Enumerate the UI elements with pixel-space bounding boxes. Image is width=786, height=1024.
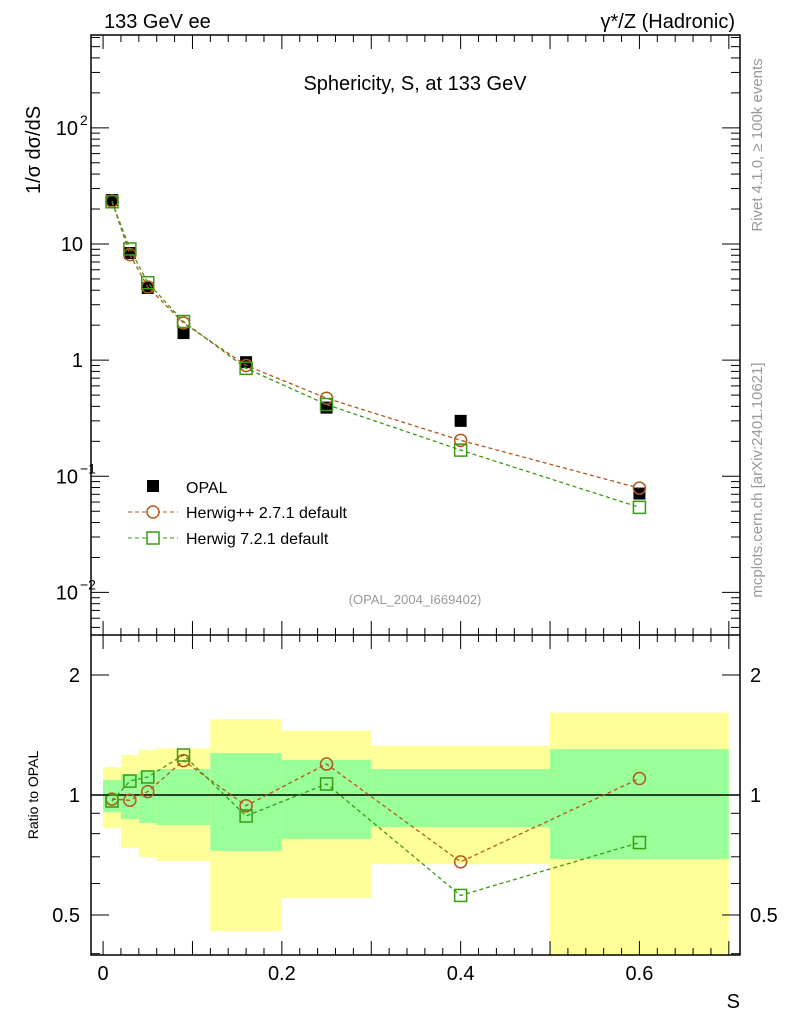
ratio-herwigpp-point — [632, 771, 647, 786]
uncertainty-band-inner — [281, 760, 372, 839]
herwigpp-point — [453, 433, 468, 448]
ratio-herwig7-line — [111, 754, 640, 897]
y-axis-label: 1/σ dσ/dS — [23, 106, 45, 194]
herwig7-point — [141, 275, 155, 290]
opal-point — [106, 194, 119, 207]
legend-label-herwig7: Herwig 7.2.1 default — [186, 531, 329, 548]
ratio-y-axis-label: Ratio to OPAL — [25, 751, 41, 840]
uncertainty-band-inner — [156, 769, 211, 826]
ratio-herwigpp-point — [453, 855, 468, 869]
ratio-y-tick-label: 1 — [69, 785, 80, 807]
y-tick-exponent: −1 — [80, 460, 96, 476]
herwig7-point — [105, 195, 119, 209]
header-right: γ*/Z (Hadronic) — [601, 11, 735, 33]
ratio-y-tick-label: 2 — [69, 665, 80, 687]
uncertainty-band-inner — [120, 774, 139, 819]
herwig7-point — [123, 242, 137, 256]
header-left: 133 GeV ee — [104, 11, 211, 33]
legend: OPAL Herwig++ 2.7.1 default Herwig 7.2.1… — [128, 480, 348, 548]
ratio-y-tick-label-right: 0.5 — [750, 905, 778, 927]
ratio-herwigpp-point — [319, 757, 334, 771]
chart-title: Sphericity, S, at 133 GeV — [303, 73, 527, 95]
uncertainty-band-inner — [103, 780, 121, 813]
y-tick-label: 10 — [61, 234, 83, 256]
y-tick-label: 10 — [56, 118, 78, 140]
herwig7-point — [632, 500, 647, 515]
herwig7-line — [111, 201, 640, 508]
rivet-label: Rivet 4.1.0, ≥ 100k events — [749, 58, 766, 231]
legend-marker-herwigpp — [146, 505, 160, 519]
ratio-y-tick-label-right: 2 — [750, 665, 761, 687]
uncertainty-band-inner — [371, 769, 551, 828]
analysis-annotation: (OPAL_2004_I669402) — [349, 592, 482, 607]
ratio-herwig7-point — [239, 809, 253, 823]
uncertainty-band-inner — [210, 753, 282, 851]
x-tick-label: 0.2 — [268, 963, 296, 985]
ratio-herwig7-point — [176, 748, 191, 762]
x-axis-label: S — [727, 991, 740, 1013]
uncertainty-band-inner — [550, 749, 729, 860]
opal-point — [177, 327, 190, 340]
ratio-herwig7-point — [105, 794, 119, 808]
ratio-y-tick-label-right: 1 — [750, 785, 761, 807]
y-tick-label: 10 — [56, 582, 78, 604]
legend-label-opal: OPAL — [186, 480, 228, 497]
herwig7-point — [176, 314, 191, 329]
y-tick-exponent: −2 — [80, 576, 96, 592]
legend-marker-opal — [147, 480, 159, 492]
ratio-herwigpp-point — [239, 799, 253, 813]
legend-label-herwigpp: Herwig++ 2.7.1 default — [186, 505, 348, 522]
y-tick-exponent: 2 — [80, 112, 88, 128]
y-tick-label: 10 — [56, 466, 78, 488]
ratio-herwig7-point — [632, 835, 647, 850]
herwigpp-point — [632, 481, 647, 495]
opal-point — [123, 247, 136, 260]
opal-point — [454, 414, 467, 427]
herwig7-point — [453, 443, 468, 457]
herwig7-point — [319, 397, 334, 412]
herwig7-point — [239, 361, 253, 376]
herwigpp-line — [111, 200, 640, 489]
x-tick-label: 0 — [98, 963, 109, 985]
ratio-herwig7-point — [141, 770, 155, 784]
x-tick-label: 0.6 — [626, 963, 654, 985]
ratio-herwig7-point — [453, 888, 468, 903]
plot-frame — [90, 34, 741, 956]
mcplots-label: mcplots.cern.ch [arXiv:2401.10621] — [749, 362, 766, 597]
y-tick-label: 1 — [72, 350, 83, 372]
ratio-herwigpp-point — [123, 793, 137, 808]
ratio-herwigpp-point — [141, 784, 155, 799]
ratio-herwig7-point — [319, 777, 334, 791]
ratio-y-tick-label: 0.5 — [52, 905, 80, 927]
ratio-herwig7-point — [123, 774, 137, 788]
legend-marker-herwig7 — [146, 531, 160, 545]
x-tick-label: 0.4 — [447, 963, 475, 985]
ratio-herwigpp-line — [111, 759, 640, 863]
